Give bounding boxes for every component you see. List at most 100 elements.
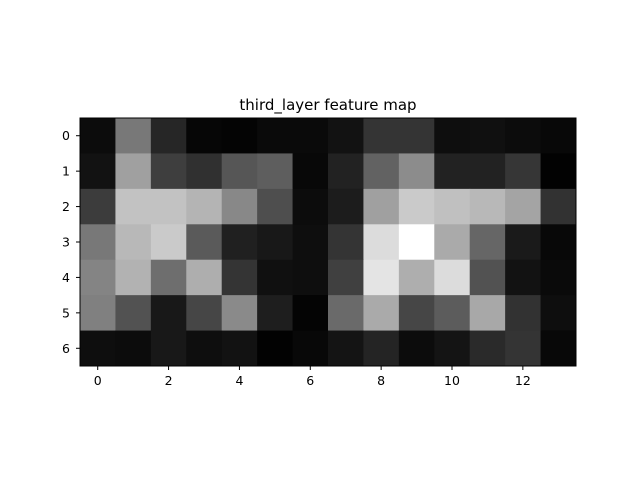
heatmap-cell-r4-c9 [398,259,435,296]
heatmap-cell-r4-c5 [257,259,294,296]
heatmap-cell-r1-c7 [328,153,364,190]
heatmap-cell-r6-c10 [434,330,471,367]
heatmap-cell-r6-c13 [540,330,577,367]
heatmap-cell-r1-c0 [80,153,116,190]
heatmap-cell-r1-c8 [363,153,400,190]
heatmap-cell-r4-c4 [221,259,258,296]
x-tick-label-12: 12 [515,373,531,388]
heatmap-cell-r4-c13 [540,259,577,296]
heatmap-cell-r5-c10 [434,295,471,332]
heatmap-cell-r6-c5 [257,330,294,367]
heatmap-cell-r2-c5 [257,188,294,225]
heatmap-cell-r3-c6 [292,224,329,261]
y-tick-label-5: 5 [62,305,70,320]
heatmap-cell-r0-c8 [363,118,400,154]
heatmap-cell-r3-c4 [221,224,258,261]
heatmap-cell-r1-c4 [221,153,258,190]
heatmap-cell-r0-c3 [186,118,223,154]
y-tick-label-1: 1 [62,164,70,179]
heatmap-cell-r2-c11 [469,188,506,225]
x-tick-label-8: 8 [377,373,385,388]
heatmap-cell-r3-c1 [115,224,152,261]
heatmap-cell-r6-c0 [80,330,116,367]
heatmap-cell-r2-c8 [363,188,400,225]
heatmap-cell-r6-c2 [150,330,187,367]
heatmap-cell-r2-c10 [434,188,471,225]
heatmap-cell-r6-c6 [292,330,329,367]
heatmap-cell-r4-c10 [434,259,471,296]
heatmap-cell-r0-c11 [469,118,506,154]
heatmap-cell-r3-c9 [398,224,435,261]
heatmap-cell-r5-c1 [115,295,152,332]
heatmap-cell-r2-c4 [221,188,258,225]
heatmap-cell-r3-c0 [80,224,116,261]
heatmap-cell-r4-c11 [469,259,506,296]
heatmap-cell-r6-c1 [115,330,152,367]
heatmap-cell-r5-c8 [363,295,400,332]
heatmap-cell-r0-c0 [80,118,116,154]
y-tick-label-3: 3 [62,235,70,250]
heatmap-cell-r0-c1 [115,118,152,154]
heatmap-cell-r3-c13 [540,224,577,261]
heatmap-cell-r5-c6 [292,295,329,332]
heatmap-cell-r0-c9 [398,118,435,154]
heatmap-cell-r2-c12 [505,188,542,225]
heatmap-cell-r0-c12 [505,118,542,154]
heatmap-cell-r5-c11 [469,295,506,332]
heatmap-cell-r4-c1 [115,259,152,296]
y-tick-label-6: 6 [62,341,70,356]
heatmap-cell-r2-c9 [398,188,435,225]
heatmap-cell-r2-c7 [328,188,364,225]
heatmap-cell-r4-c8 [363,259,400,296]
heatmap-cell-r5-c5 [257,295,294,332]
heatmap-cell-r0-c2 [150,118,187,154]
heatmap-cell-r5-c7 [328,295,364,332]
heatmap-cells [80,118,577,367]
heatmap-cell-r3-c5 [257,224,294,261]
heatmap-cell-r3-c2 [150,224,187,261]
heatmap-cell-r1-c1 [115,153,152,190]
heatmap-cell-r6-c12 [505,330,542,367]
heatmap-cell-r5-c4 [221,295,258,332]
y-tick-label-4: 4 [62,270,70,285]
heatmap-cell-r6-c4 [221,330,258,367]
heatmap-cell-r5-c13 [540,295,577,332]
heatmap-cell-r5-c3 [186,295,223,332]
heatmap-cell-r5-c9 [398,295,435,332]
x-axis: 0 2 4 6 8 10 12 [94,366,531,388]
heatmap-cell-r1-c11 [469,153,506,190]
heatmap-cell-r4-c12 [505,259,542,296]
heatmap-cell-r2-c2 [150,188,187,225]
heatmap-cell-r1-c9 [398,153,435,190]
heatmap-cell-r3-c7 [328,224,364,261]
heatmap-cell-r2-c0 [80,188,116,225]
heatmap-cell-r1-c6 [292,153,329,190]
heatmap-cell-r4-c0 [80,259,116,296]
heatmap-cell-r0-c5 [257,118,294,154]
heatmap-cell-r4-c2 [150,259,187,296]
x-tick-label-6: 6 [306,373,314,388]
heatmap-cell-r3-c12 [505,224,542,261]
y-tick-label-2: 2 [62,199,70,214]
heatmap-cell-r0-c6 [292,118,329,154]
heatmap-cell-r0-c7 [328,118,364,154]
heatmap-cell-r0-c4 [221,118,258,154]
heatmap-cell-r2-c3 [186,188,223,225]
chart-title: third_layer feature map [239,96,416,115]
x-tick-label-10: 10 [444,373,460,388]
heatmap-cell-r4-c3 [186,259,223,296]
heatmap-cell-r1-c12 [505,153,542,190]
heatmap-cell-r3-c10 [434,224,471,261]
heatmap-cell-r5-c0 [80,295,116,332]
heatmap-cell-r1-c3 [186,153,223,190]
heatmap-cell-r6-c7 [328,330,364,367]
heatmap-cell-r4-c6 [292,259,329,296]
heatmap-cell-r1-c13 [540,153,577,190]
heatmap-cell-r2-c13 [540,188,577,225]
y-tick-label-0: 0 [62,128,70,143]
y-axis: 0 1 2 3 4 5 6 [62,128,80,356]
heatmap-cell-r6-c11 [469,330,506,367]
x-tick-label-2: 2 [165,373,173,388]
heatmap-cell-r2-c6 [292,188,329,225]
